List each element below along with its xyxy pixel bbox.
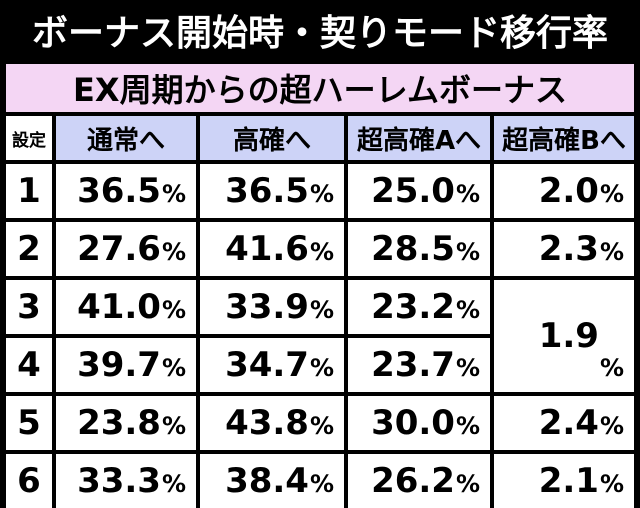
cell-value: 41.6	[225, 229, 309, 269]
cell-value: 36.5	[77, 171, 161, 211]
cell-value: 39.7	[77, 345, 161, 385]
cell-value: 23.2	[371, 287, 455, 327]
cell-value: 5	[17, 403, 41, 443]
percent-sign: %	[161, 296, 186, 324]
cell-value: 3	[17, 287, 41, 327]
percent-sign: %	[309, 412, 334, 440]
cell-value: 1	[17, 171, 41, 211]
cell-setting: 1	[6, 164, 52, 218]
percent-sign: %	[161, 238, 186, 266]
cell-value: 2	[17, 229, 41, 269]
header-setting: 設定	[6, 116, 52, 160]
page-title: ボーナス開始時・契りモード移行率	[0, 0, 640, 60]
percent-sign: %	[309, 238, 334, 266]
cell-super-a: 30.0%	[348, 396, 490, 450]
percent-sign: %	[599, 354, 624, 382]
percent-sign: %	[599, 180, 624, 208]
cell-high: 36.5%	[200, 164, 344, 218]
cell-value: 2.3	[538, 229, 599, 269]
percent-sign: %	[161, 412, 186, 440]
percent-sign: %	[161, 354, 186, 382]
cell-normal: 27.6%	[56, 222, 196, 276]
percent-sign: %	[309, 296, 334, 324]
cell-super-b: 2.0%	[494, 164, 634, 218]
cell-value: 30.0	[371, 403, 455, 443]
cell-high: 38.4%	[200, 454, 344, 508]
cell-setting: 4	[6, 338, 52, 392]
cell-normal: 41.0%	[56, 280, 196, 334]
cell-value: 4	[17, 345, 41, 385]
cell-high: 34.7%	[200, 338, 344, 392]
cell-value: 2.4	[538, 403, 599, 443]
cell-value: 6	[17, 461, 41, 501]
cell-value: 25.0	[371, 171, 455, 211]
cell-super-b: 1.9%	[494, 280, 634, 392]
cell-super-a: 28.5%	[348, 222, 490, 276]
header-high: 高確へ	[200, 116, 344, 160]
percent-sign: %	[161, 470, 186, 498]
cell-setting: 5	[6, 396, 52, 450]
cell-normal: 23.8%	[56, 396, 196, 450]
cell-value: 2.0	[538, 171, 599, 211]
cell-normal: 33.3%	[56, 454, 196, 508]
cell-value: 1.9	[538, 316, 599, 356]
cell-value: 28.5	[371, 229, 455, 269]
cell-value: 34.7	[225, 345, 309, 385]
percent-sign: %	[455, 180, 480, 208]
cell-super-b: 2.3%	[494, 222, 634, 276]
cell-value: 38.4	[225, 461, 309, 501]
cell-value: 23.8	[77, 403, 161, 443]
percent-sign: %	[455, 354, 480, 382]
cell-super-a: 23.7%	[348, 338, 490, 392]
cell-value: 23.7	[371, 345, 455, 385]
header-normal: 通常へ	[56, 116, 196, 160]
percent-sign: %	[599, 412, 624, 440]
percent-sign: %	[455, 296, 480, 324]
cell-super-b: 2.1%	[494, 454, 634, 508]
cell-setting: 3	[6, 280, 52, 334]
cell-setting: 6	[6, 454, 52, 508]
percent-sign: %	[309, 470, 334, 498]
cell-value: 26.2	[371, 461, 455, 501]
cell-high: 41.6%	[200, 222, 344, 276]
cell-super-a: 26.2%	[348, 454, 490, 508]
cell-normal: 39.7%	[56, 338, 196, 392]
percent-sign: %	[161, 180, 186, 208]
cell-high: 43.8%	[200, 396, 344, 450]
percent-sign: %	[599, 238, 624, 266]
cell-value: 41.0	[77, 287, 161, 327]
cell-normal: 36.5%	[56, 164, 196, 218]
cell-super-a: 25.0%	[348, 164, 490, 218]
percent-sign: %	[455, 238, 480, 266]
cell-super-a: 23.2%	[348, 280, 490, 334]
cell-value: 2.1	[538, 461, 599, 501]
header-super-b: 超高確Bへ	[494, 116, 634, 160]
percent-sign: %	[455, 412, 480, 440]
cell-setting: 2	[6, 222, 52, 276]
cell-value: 33.9	[225, 287, 309, 327]
cell-high: 33.9%	[200, 280, 344, 334]
percent-sign: %	[309, 180, 334, 208]
cell-value: 43.8	[225, 403, 309, 443]
percent-sign: %	[455, 470, 480, 498]
percent-sign: %	[309, 354, 334, 382]
cell-value: 33.3	[77, 461, 161, 501]
header-super-a: 超高確Aへ	[348, 116, 490, 160]
percent-sign: %	[599, 470, 624, 498]
cell-super-b: 2.4%	[494, 396, 634, 450]
cell-value: 27.6	[77, 229, 161, 269]
cell-value: 36.5	[225, 171, 309, 211]
table-subheader: EX周期からの超ハーレムボーナス	[6, 64, 634, 112]
